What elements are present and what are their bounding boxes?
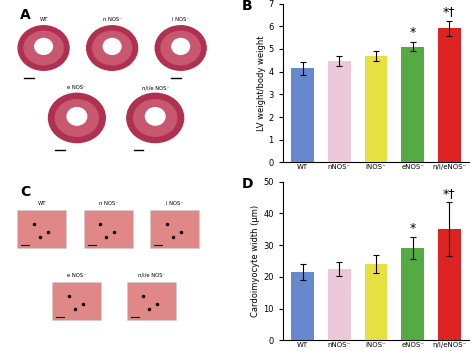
Ellipse shape — [24, 31, 63, 65]
Ellipse shape — [103, 39, 121, 54]
FancyBboxPatch shape — [53, 282, 101, 320]
FancyBboxPatch shape — [150, 210, 199, 248]
Text: n/i/e NOS⁻: n/i/e NOS⁻ — [137, 273, 165, 278]
Bar — [365, 264, 387, 340]
Ellipse shape — [127, 93, 183, 143]
Ellipse shape — [55, 100, 99, 136]
Bar — [328, 269, 351, 340]
Text: e NOS⁻: e NOS⁻ — [67, 273, 86, 278]
Text: *†: *† — [443, 187, 456, 200]
Text: WT: WT — [37, 201, 46, 206]
Bar — [401, 47, 424, 163]
Bar — [438, 28, 461, 163]
FancyBboxPatch shape — [17, 210, 66, 248]
Ellipse shape — [146, 108, 165, 125]
Bar — [401, 248, 424, 340]
Ellipse shape — [67, 108, 87, 125]
Text: n NOS⁻: n NOS⁻ — [99, 201, 118, 206]
Text: A: A — [20, 8, 31, 22]
Ellipse shape — [48, 93, 105, 143]
Y-axis label: Cardoimyocyte width (μm): Cardoimyocyte width (μm) — [251, 205, 260, 317]
Ellipse shape — [87, 26, 137, 70]
Text: WT: WT — [39, 17, 48, 22]
Text: e NOS⁻: e NOS⁻ — [67, 85, 86, 90]
Text: B: B — [242, 0, 252, 13]
Text: n/i/e NOS⁻: n/i/e NOS⁻ — [142, 85, 169, 90]
Text: *†: *† — [443, 5, 456, 18]
Text: *: * — [410, 26, 416, 39]
Text: *: * — [410, 221, 416, 234]
Text: D: D — [242, 177, 253, 191]
Ellipse shape — [18, 26, 69, 70]
Text: C: C — [20, 185, 30, 199]
Text: i NOS⁻: i NOS⁻ — [166, 201, 183, 206]
Ellipse shape — [134, 100, 177, 136]
Bar — [438, 229, 461, 340]
FancyBboxPatch shape — [84, 210, 133, 248]
Ellipse shape — [172, 39, 190, 54]
Y-axis label: LV weight/body weight: LV weight/body weight — [256, 35, 265, 131]
Bar — [291, 68, 314, 163]
Bar — [328, 61, 351, 163]
Ellipse shape — [155, 26, 206, 70]
Text: i NOS⁻: i NOS⁻ — [172, 17, 189, 22]
Bar — [291, 272, 314, 340]
Ellipse shape — [92, 31, 132, 65]
Text: n NOS⁻: n NOS⁻ — [103, 17, 122, 22]
FancyBboxPatch shape — [127, 282, 176, 320]
Ellipse shape — [161, 31, 201, 65]
Ellipse shape — [35, 39, 53, 54]
Bar — [365, 56, 387, 163]
